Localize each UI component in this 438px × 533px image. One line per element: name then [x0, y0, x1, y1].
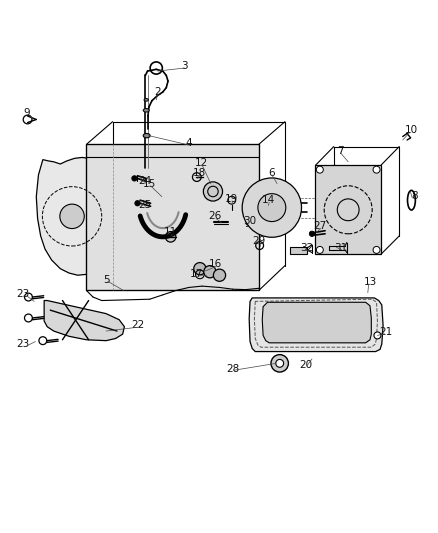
Text: 19: 19 [225, 194, 238, 204]
Circle shape [373, 332, 380, 339]
Text: 28: 28 [226, 364, 239, 374]
Text: 22: 22 [131, 320, 144, 330]
Text: 10: 10 [404, 125, 417, 135]
Circle shape [213, 269, 225, 281]
Circle shape [372, 246, 379, 253]
Text: 14: 14 [261, 195, 274, 205]
Text: 9: 9 [23, 108, 30, 118]
Text: 24: 24 [138, 176, 152, 187]
Text: 20: 20 [299, 360, 312, 370]
Circle shape [270, 354, 288, 372]
Circle shape [316, 246, 322, 253]
Circle shape [257, 193, 285, 222]
Circle shape [316, 166, 322, 173]
Text: 25: 25 [138, 199, 151, 209]
Polygon shape [261, 302, 371, 343]
Text: 21: 21 [378, 327, 392, 337]
Circle shape [275, 359, 283, 367]
Circle shape [242, 178, 301, 237]
Text: 18: 18 [193, 168, 206, 177]
Circle shape [193, 263, 205, 275]
Polygon shape [315, 165, 380, 254]
Polygon shape [44, 301, 124, 341]
Text: 8: 8 [411, 191, 417, 201]
Text: 23: 23 [17, 339, 30, 349]
Text: 11: 11 [164, 228, 177, 238]
Ellipse shape [144, 99, 148, 101]
Circle shape [372, 166, 379, 173]
Circle shape [203, 265, 215, 278]
Polygon shape [290, 247, 306, 254]
Text: 7: 7 [337, 146, 343, 156]
Text: 13: 13 [363, 277, 376, 287]
Text: 16: 16 [208, 260, 221, 269]
Text: 23: 23 [17, 288, 30, 298]
Circle shape [309, 231, 314, 237]
Text: 12: 12 [194, 158, 207, 168]
Text: 15: 15 [143, 179, 156, 189]
Text: 5: 5 [103, 274, 110, 285]
Circle shape [203, 182, 222, 201]
Text: 31: 31 [333, 243, 346, 253]
Ellipse shape [143, 109, 149, 112]
Circle shape [60, 204, 84, 229]
Text: 32: 32 [300, 243, 313, 253]
Ellipse shape [143, 133, 150, 138]
Polygon shape [249, 298, 382, 352]
Circle shape [165, 232, 176, 242]
Polygon shape [36, 157, 109, 275]
Text: 26: 26 [208, 211, 221, 221]
Text: 6: 6 [268, 168, 275, 177]
Polygon shape [86, 144, 258, 290]
Text: 4: 4 [185, 139, 192, 149]
Text: 3: 3 [181, 61, 187, 71]
Text: 29: 29 [251, 236, 265, 246]
Text: 27: 27 [312, 221, 326, 231]
Circle shape [134, 200, 140, 206]
Text: 17: 17 [190, 269, 203, 279]
Text: 2: 2 [154, 87, 160, 97]
Circle shape [131, 176, 137, 181]
Text: 30: 30 [243, 216, 256, 225]
